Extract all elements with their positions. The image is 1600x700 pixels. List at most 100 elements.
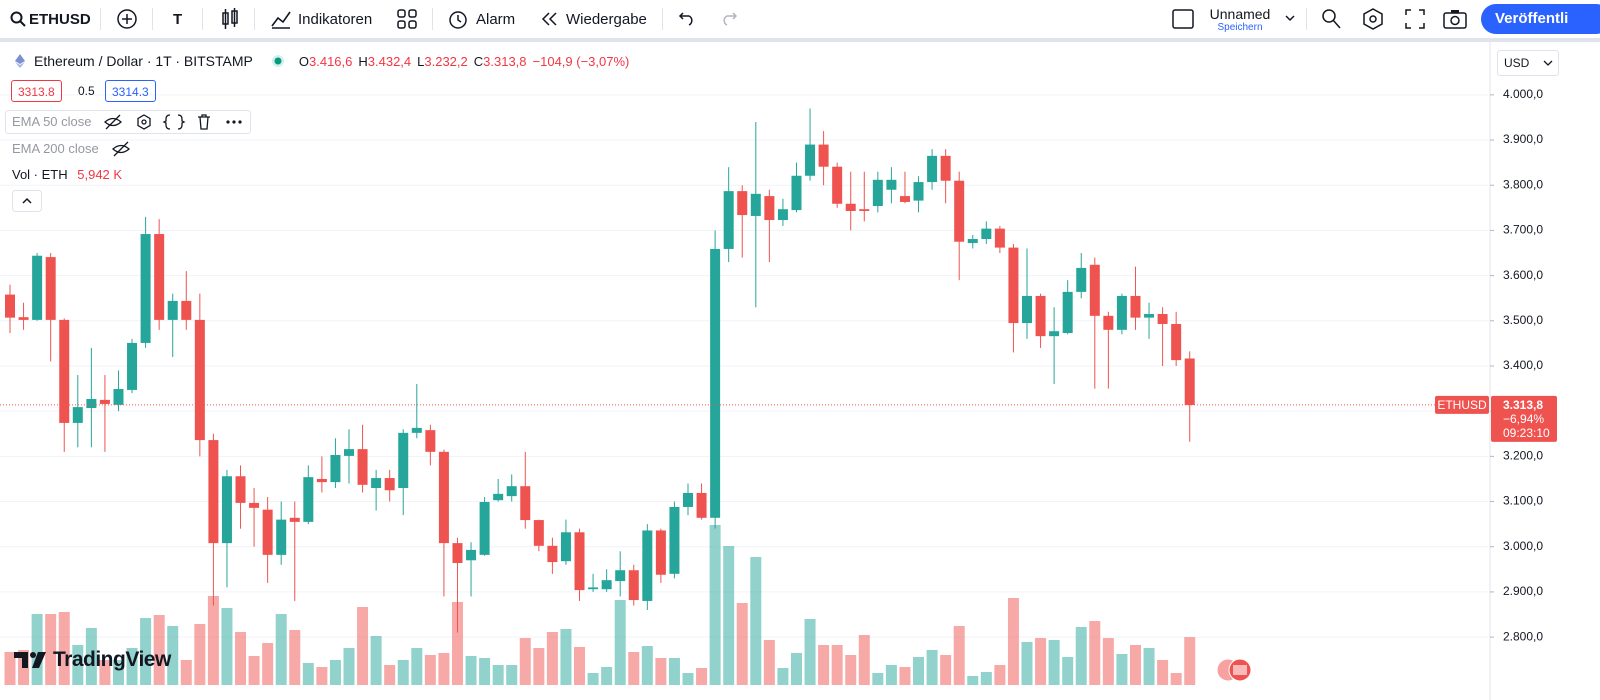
templates-button[interactable] bbox=[397, 9, 417, 47]
redo-button[interactable] bbox=[720, 10, 738, 48]
volume-bar bbox=[329, 660, 341, 685]
volume-bar bbox=[357, 607, 369, 685]
replay-button[interactable]: Wiedergabe bbox=[540, 0, 647, 38]
candle-body bbox=[303, 477, 314, 522]
candle-body bbox=[628, 570, 639, 601]
ohlc-value: 3.313,8 bbox=[483, 53, 527, 69]
indicators-button[interactable]: Indikatoren bbox=[270, 0, 372, 38]
currency-label: USD bbox=[1504, 56, 1530, 70]
candle-body bbox=[276, 519, 287, 555]
layout-name[interactable]: Unnamed Speichern bbox=[1208, 0, 1272, 38]
alert-label: Alarm bbox=[476, 10, 516, 28]
volume-bar bbox=[804, 619, 816, 685]
last-price: 3.313,8 bbox=[1503, 398, 1543, 412]
volume-bar bbox=[926, 650, 938, 685]
volume-legend: Vol · ETH 5,942 K bbox=[12, 167, 122, 182]
compare-button[interactable] bbox=[116, 8, 138, 46]
alert-button[interactable]: Alarm bbox=[447, 0, 515, 38]
bid-price[interactable]: 3313.8 bbox=[11, 80, 62, 102]
volume-bar bbox=[655, 658, 667, 685]
ask-price[interactable]: 3314.3 bbox=[105, 80, 156, 102]
layout-button[interactable] bbox=[1172, 9, 1194, 47]
volume-bar bbox=[1143, 648, 1155, 685]
volume-bar bbox=[31, 614, 43, 685]
candle-body bbox=[99, 399, 110, 404]
screenshot-button[interactable] bbox=[1443, 9, 1467, 47]
candle-body bbox=[533, 520, 544, 546]
publish-button[interactable]: Veröffentli bbox=[1481, 4, 1600, 34]
volume-bar bbox=[614, 600, 626, 685]
separator bbox=[1306, 8, 1307, 30]
volume-bar bbox=[560, 629, 572, 685]
separator bbox=[202, 8, 203, 30]
market-status bbox=[271, 55, 284, 67]
volume-bar bbox=[45, 614, 57, 685]
quick-search[interactable] bbox=[1320, 7, 1342, 45]
volume-bar bbox=[1102, 638, 1114, 685]
chart-type-button[interactable] bbox=[220, 7, 240, 45]
candle-body bbox=[506, 486, 517, 497]
candle-body bbox=[886, 179, 897, 190]
symbol-search[interactable]: ETHUSD bbox=[10, 0, 91, 38]
ema200-hidden-icon[interactable] bbox=[111, 139, 133, 159]
y-tick-label: 3.200,0 bbox=[1503, 449, 1543, 463]
volume-bar bbox=[289, 630, 301, 685]
y-tick-label: 3.400,0 bbox=[1503, 358, 1543, 372]
volume-bar bbox=[99, 660, 111, 685]
candle-body bbox=[330, 455, 341, 483]
y-tick-label: 3.700,0 bbox=[1503, 223, 1543, 237]
separator bbox=[100, 8, 101, 30]
y-tick-label: 2.900,0 bbox=[1503, 584, 1543, 598]
collapse-legend[interactable] bbox=[12, 190, 42, 212]
candle-body bbox=[940, 155, 951, 181]
last-price-bg bbox=[1491, 395, 1557, 442]
candle-body bbox=[777, 209, 788, 221]
candle-body bbox=[371, 478, 382, 488]
eth-icon bbox=[15, 54, 25, 68]
interval-button[interactable]: T bbox=[173, 10, 183, 28]
candle-body bbox=[1089, 264, 1100, 316]
settings-button[interactable] bbox=[1362, 8, 1384, 46]
indicator-actions[interactable] bbox=[103, 112, 248, 132]
indicator-row-hover bbox=[5, 110, 251, 134]
volume-bar bbox=[1075, 627, 1087, 685]
candle-body bbox=[520, 486, 531, 521]
candle-body bbox=[967, 239, 978, 244]
replay-icon bbox=[541, 12, 557, 26]
volume-bar bbox=[519, 638, 531, 685]
y-tick-label: 3.500,0 bbox=[1503, 313, 1543, 327]
volume-bar bbox=[885, 665, 897, 685]
undo-button[interactable] bbox=[678, 10, 696, 48]
events-icons[interactable] bbox=[1216, 657, 1256, 685]
ohlc-values: O3.416,6 H3.432,4 L3.232,2 C3.313,8 −104,9 (… bbox=[299, 54, 630, 69]
candle-body bbox=[249, 502, 260, 508]
volume-bar bbox=[167, 626, 179, 685]
candle-body bbox=[262, 509, 273, 555]
brand-logo: TradingView bbox=[14, 648, 171, 672]
spread: 0.5 bbox=[78, 84, 95, 98]
candle-body bbox=[113, 389, 124, 405]
last-change: −6,94% bbox=[1503, 412, 1544, 426]
candle-body bbox=[588, 587, 599, 590]
volume-bar bbox=[696, 668, 708, 685]
fullscreen-button[interactable] bbox=[1405, 9, 1425, 47]
layout-title: Unnamed bbox=[1209, 5, 1271, 22]
ema200-label[interactable]: EMA 200 close bbox=[12, 141, 99, 156]
candle-body bbox=[764, 196, 775, 221]
volume-bar bbox=[1157, 660, 1169, 685]
candle-body bbox=[1130, 295, 1141, 318]
candle-body bbox=[154, 234, 165, 320]
ema50-label[interactable]: EMA 50 close bbox=[12, 114, 92, 129]
volume-bar bbox=[424, 655, 436, 685]
layout-menu[interactable] bbox=[1284, 14, 1296, 52]
volume-value: 5,942 K bbox=[77, 167, 123, 182]
volume-bar bbox=[180, 660, 192, 685]
volume-bar bbox=[845, 655, 857, 685]
volume-bar bbox=[479, 658, 491, 685]
currency-select[interactable]: USD bbox=[1497, 50, 1559, 76]
y-tick-label: 3.100,0 bbox=[1503, 494, 1543, 508]
volume-bar bbox=[1007, 598, 1019, 685]
toolbar: ETHUSD T Indikatoren Alarm Wiedergabe Un… bbox=[0, 0, 1600, 42]
alert-icon bbox=[449, 11, 467, 29]
candle-body bbox=[899, 196, 910, 202]
